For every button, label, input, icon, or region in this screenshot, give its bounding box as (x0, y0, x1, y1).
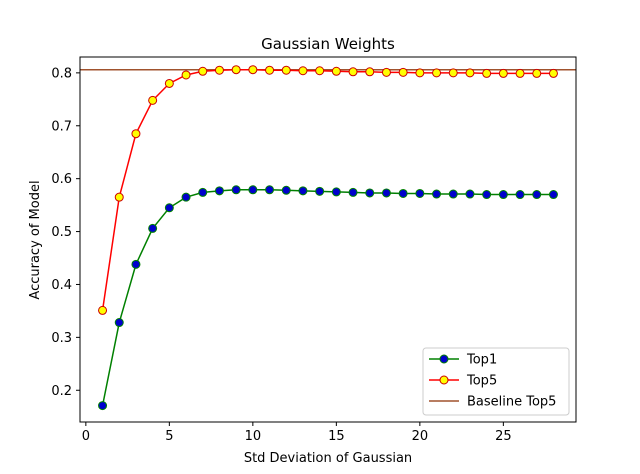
series-top5-point (398, 67, 408, 77)
series-top1-point (164, 203, 174, 213)
series-top1-point (298, 186, 308, 196)
series-top1-point (381, 188, 391, 198)
axes-frame (79, 56, 577, 423)
x-tick-label: 20 (412, 429, 429, 444)
y-tick-label: 0.5 (51, 225, 72, 240)
legend-box (422, 347, 570, 416)
legend-top5-marker (439, 375, 449, 385)
series-top5-point (515, 68, 525, 78)
series-top5-point (98, 305, 108, 315)
series-top5-point (265, 65, 275, 75)
series-top1-point (231, 185, 241, 195)
series-top1-point (114, 318, 124, 328)
series-top1-point (365, 188, 375, 198)
x-tick-label: 25 (495, 429, 512, 444)
series-top1-point (331, 187, 341, 197)
series-top1-point (465, 189, 475, 199)
series-top1-point (498, 190, 508, 200)
x-tick-label: 0 (82, 429, 90, 444)
series-top1-point (214, 186, 224, 196)
legend-top1-marker (439, 354, 449, 364)
x-tick-label: 5 (165, 429, 173, 444)
series-top1-point (348, 187, 358, 197)
series-top1-point (415, 188, 425, 198)
series-top1-point (432, 189, 442, 199)
series-top5-point (365, 67, 375, 77)
series-top1-point (548, 190, 558, 200)
series-top5-point (331, 66, 341, 76)
y-tick-label: 0.8 (51, 66, 72, 81)
series-top5-line (101, 68, 554, 311)
series-top1-point (532, 190, 542, 200)
series-top5-point (315, 66, 325, 76)
series-top5-point (131, 129, 141, 139)
series-top5-point (381, 67, 391, 77)
series-top1-point (131, 259, 141, 269)
series-top1-point (198, 187, 208, 197)
series-top1-point (482, 190, 492, 200)
series-top1-point (315, 186, 325, 196)
y-tick-label: 0.6 (51, 172, 72, 187)
series-top5-point (164, 78, 174, 88)
series-top1-point (281, 185, 291, 195)
series-top5-point (181, 70, 191, 80)
y-tick-label: 0.3 (51, 331, 72, 346)
series-top1-point (515, 190, 525, 200)
series-top5-point (482, 68, 492, 78)
series-top1-point (248, 185, 258, 195)
series-top5-point (214, 65, 224, 75)
series-top5-point (548, 68, 558, 78)
x-axis-title: Std Deviation of Gaussian (244, 451, 412, 466)
series-top5-point (198, 66, 208, 76)
series-top5-point (248, 65, 258, 75)
series-top5-point (348, 67, 358, 77)
series-top1-point (265, 185, 275, 195)
y-tick-label: 0.4 (51, 278, 72, 293)
series-top5-point (415, 68, 425, 78)
series-top1-point (398, 188, 408, 198)
series-top1-point (448, 189, 458, 199)
chart-title: Gaussian Weights (261, 35, 395, 53)
series-top5-point (298, 66, 308, 76)
series-top1-line (101, 189, 554, 406)
series-top1-point (148, 223, 158, 233)
y-tick-label: 0.2 (51, 384, 72, 399)
legend-top1-label: Top1 (466, 353, 497, 368)
x-tick-label: 15 (328, 429, 345, 444)
series-top5-point (281, 65, 291, 75)
x-tick-label: 10 (245, 429, 262, 444)
series-top5-point (231, 65, 241, 75)
y-tick-label: 0.7 (51, 119, 72, 134)
series-top5-point (498, 68, 508, 78)
series-top5-point (148, 95, 158, 105)
legend: Top1 Top5 Baseline Top5 (422, 347, 570, 416)
series-top5-point (465, 68, 475, 78)
series-top1-point (98, 401, 108, 411)
legend-baseline-label: Baseline Top5 (467, 395, 556, 410)
series-top5-point (532, 68, 542, 78)
series-top1-point (181, 192, 191, 202)
series-top5-point (114, 192, 124, 202)
series-top5-point (448, 68, 458, 78)
legend-top5-label: Top5 (466, 374, 497, 389)
series-top5-point (432, 68, 442, 78)
plot-area: 0 5 10 15 20 25 0.2 0.3 0.4 0.5 0.6 0.7 0.8 (51, 56, 577, 444)
y-axis-title: Accuracy of Model (28, 180, 43, 299)
